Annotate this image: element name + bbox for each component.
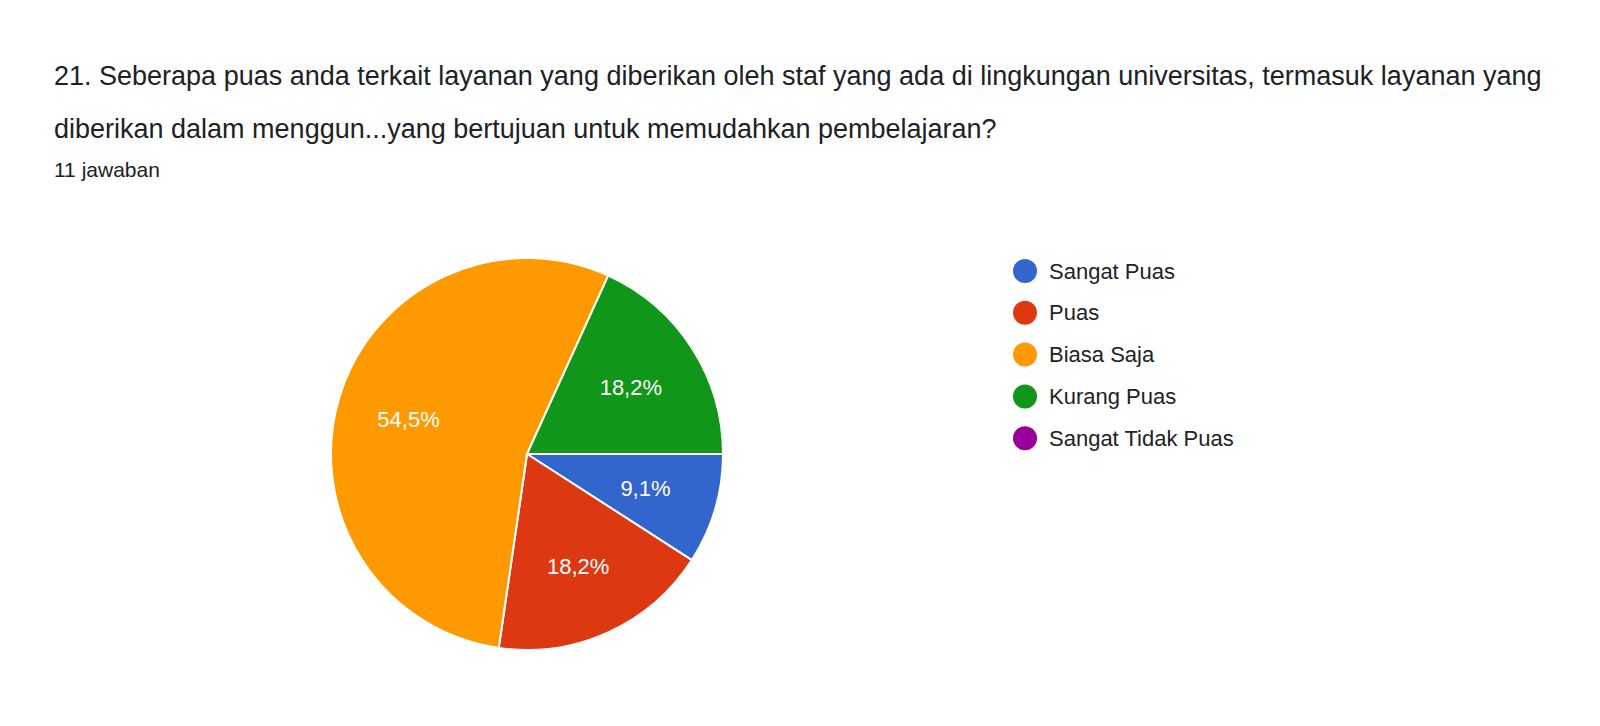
response-count: 11 jawaban: [54, 158, 160, 182]
legend-marker: [1013, 426, 1037, 450]
legend-label: Biasa Saja: [1049, 342, 1155, 367]
legend-marker: [1013, 259, 1037, 283]
legend-marker: [1013, 301, 1037, 325]
pie-slice: [499, 454, 692, 650]
legend-label: Kurang Puas: [1049, 384, 1176, 409]
chart-title: 21. Seberapa puas anda terkait layanan y…: [54, 50, 1584, 156]
legend-label: Puas: [1049, 300, 1099, 325]
legend-marker: [1013, 384, 1037, 408]
pie-slice: [527, 276, 723, 454]
legend: Sangat Puas Puas Biasa Saja Kurang Puas Sang…: [1013, 259, 1234, 451]
pie: [331, 258, 723, 650]
data-label: 54,5%: [377, 407, 439, 432]
data-label: 9,1%: [620, 476, 670, 501]
data-label: 18,2%: [547, 554, 609, 579]
chart: 9,1% 18,2% 54,5% 18,2% Sangat Puas Puas Biasa …: [0, 0, 1600, 726]
data-label: 18,2%: [600, 375, 662, 400]
data-labels: 9,1% 18,2% 54,5% 18,2%: [377, 375, 670, 579]
legend-marker: [1013, 343, 1037, 367]
legend-label: Sangat Puas: [1049, 259, 1175, 284]
legend-label: Sangat Tidak Puas: [1049, 426, 1234, 451]
